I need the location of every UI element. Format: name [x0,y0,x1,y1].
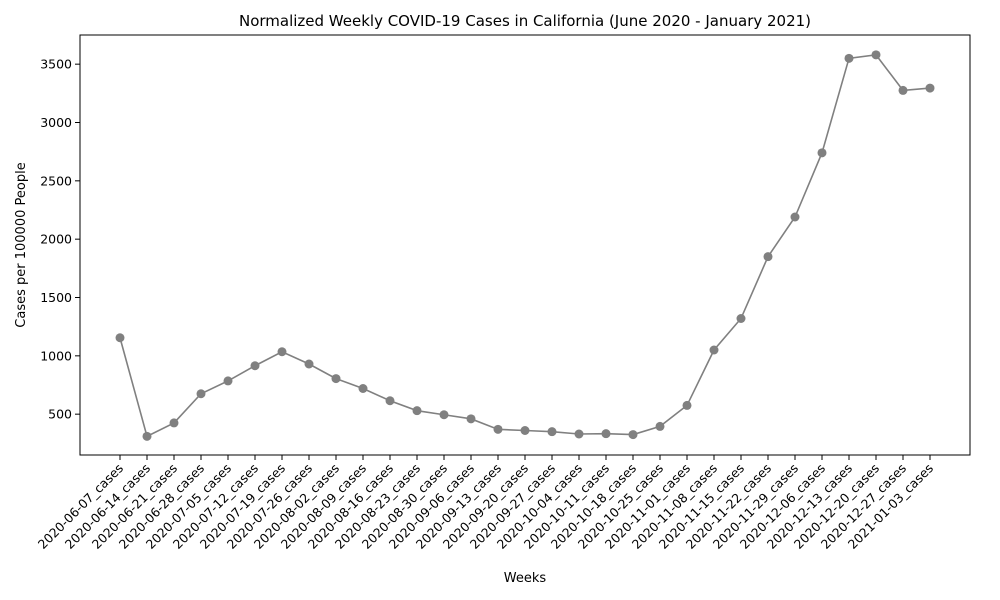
y-axis-label: Cases per 100000 People [14,162,29,327]
data-point [115,333,125,343]
data-point [844,53,854,63]
data-point [412,406,422,416]
y-tick-label: 3000 [40,115,72,130]
chart-title: Normalized Weekly COVID-19 Cases in Cali… [239,12,811,30]
data-point [925,83,935,93]
data-point [790,212,800,222]
data-point [547,427,557,437]
y-tick-label: 3500 [40,57,72,72]
data-point [736,314,746,323]
data-point [763,252,773,262]
data-point [223,376,233,386]
data-point [871,50,881,60]
data-point [466,414,476,424]
data-point [277,347,287,357]
y-tick-label: 2000 [40,232,72,247]
data-point [169,418,179,428]
data-point [439,410,449,420]
x-axis-label: Weeks [504,571,547,586]
data-point [304,359,314,369]
data-point [250,361,260,371]
data-point [898,85,908,95]
data-point [574,429,584,439]
data-point [142,431,152,441]
y-tick-label: 2500 [40,173,72,188]
data-point [709,345,719,355]
data-point [385,396,395,406]
plot-area [115,50,935,441]
data-point [331,374,341,384]
data-point [601,429,611,439]
data-point [358,384,368,393]
plot-frame [79,34,971,456]
data-point [655,421,665,431]
y-tick-label: 1500 [40,290,72,305]
series-line [119,53,931,438]
data-point [628,430,638,440]
data-point [196,389,206,399]
y-axis: 500 1000 1500 2000 2500 3000 3500 [40,57,80,422]
y-tick-label: 500 [48,407,72,422]
y-tick-label: 1000 [40,348,72,363]
data-point [682,400,692,410]
data-point [817,148,827,158]
data-point [493,424,503,434]
data-point [520,426,530,435]
x-axis: 2020-06-07_cases2020-06-14_cases2020-06-… [35,455,936,552]
